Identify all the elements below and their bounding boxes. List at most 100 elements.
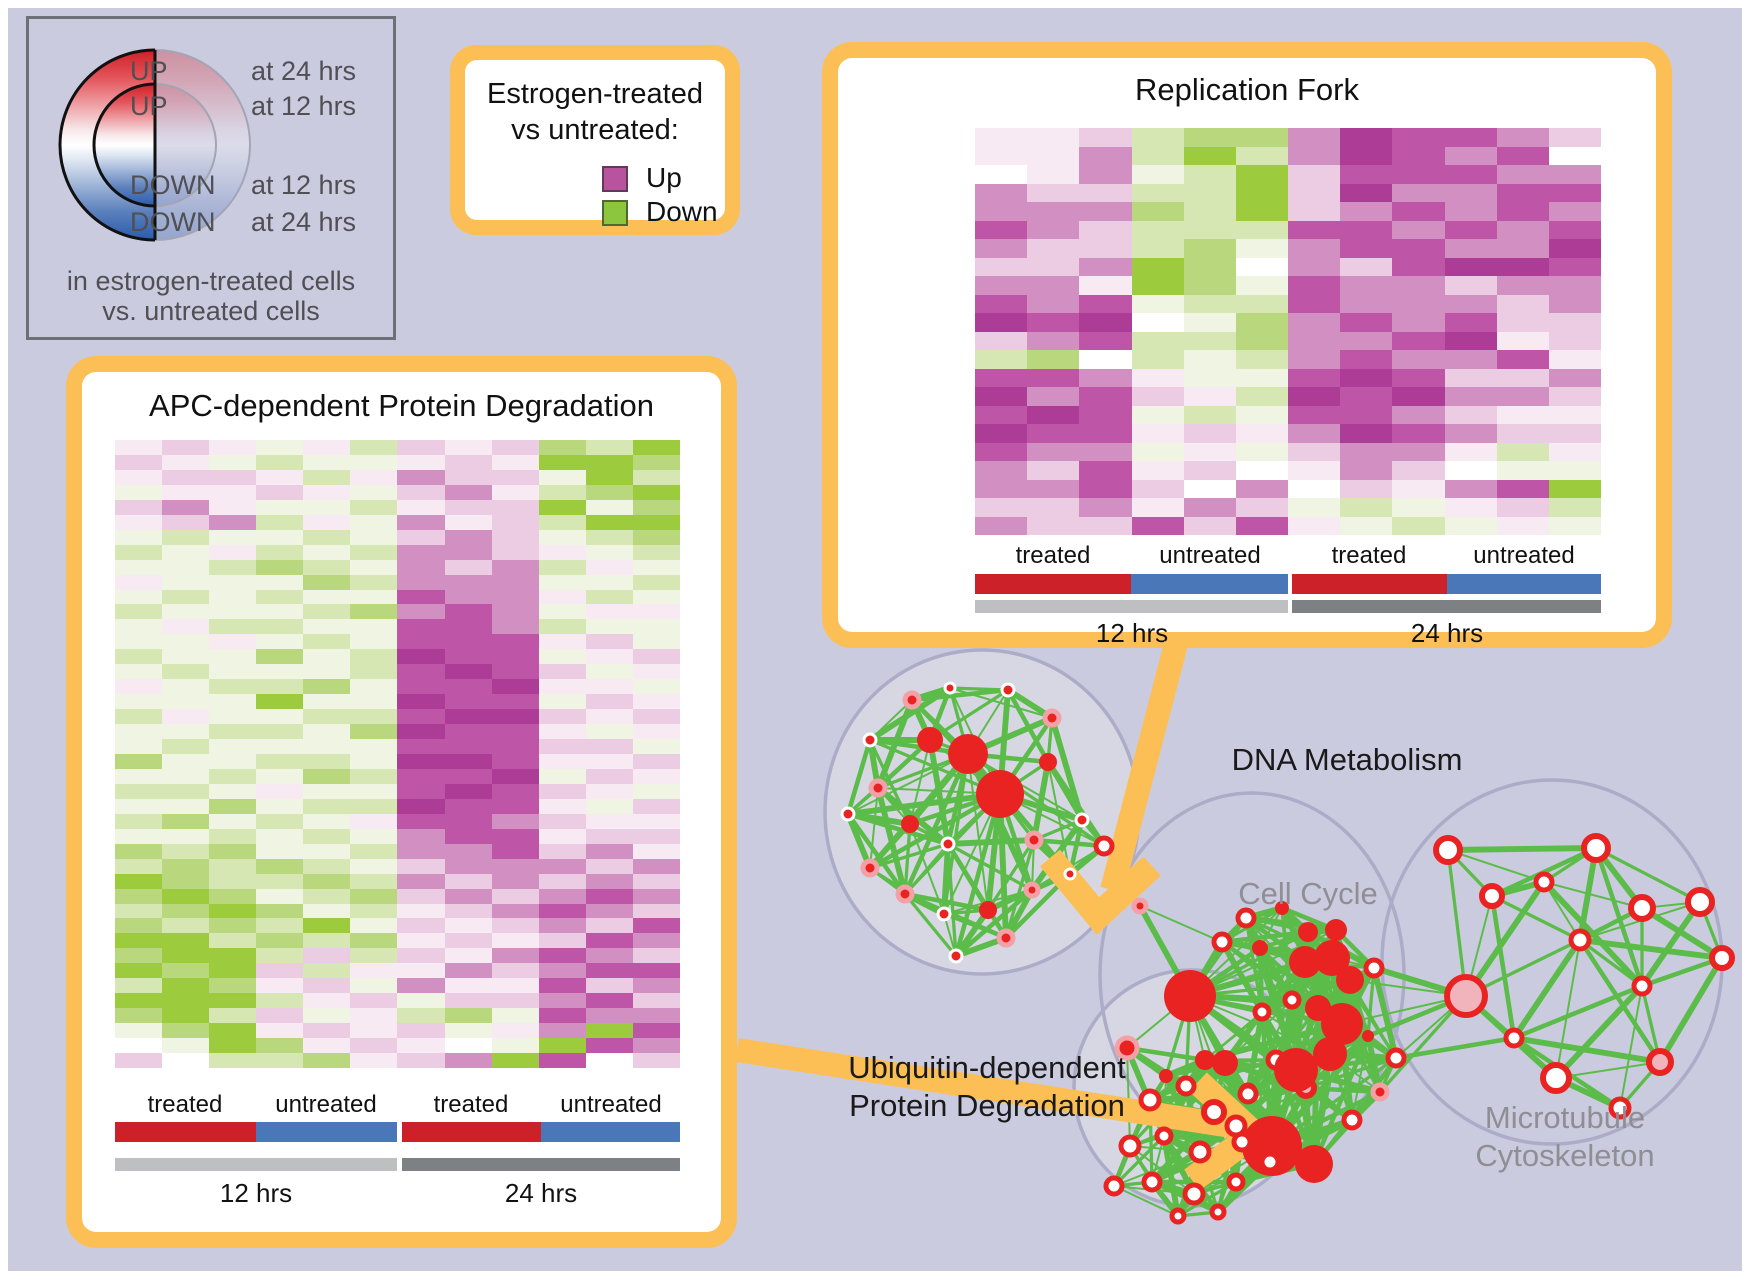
heatmap-cell <box>115 484 163 500</box>
heatmap-cell <box>209 843 257 859</box>
apc-bar-treated-12 <box>115 1122 256 1142</box>
apc-panel: APC-dependent Protein Degradation treate… <box>66 356 737 1248</box>
down-label: Down <box>646 196 718 227</box>
heatmap-cell <box>585 529 633 545</box>
heatmap-cell <box>162 529 210 545</box>
heatmap-cell <box>256 1008 304 1024</box>
heatmap-cell <box>115 664 163 680</box>
heatmap-cell <box>256 933 304 949</box>
heatmap-cell <box>585 1038 633 1054</box>
heatmap-cell <box>1235 220 1288 239</box>
heatmap-cell <box>1340 257 1393 276</box>
heatmap-cell <box>303 484 351 500</box>
heatmap-cell <box>397 903 445 919</box>
heatmap-cell <box>444 798 492 814</box>
heatmap-cell <box>491 798 539 814</box>
heatmap-cell <box>1079 516 1132 535</box>
heatmap-cell <box>444 664 492 680</box>
heatmap-cell <box>632 529 680 545</box>
heatmap-cell <box>1027 516 1080 535</box>
heatmap-cell <box>632 1053 680 1068</box>
heatmap-cell <box>1548 442 1601 461</box>
heatmap-cell <box>1131 276 1184 295</box>
network-cluster-label: Protein Degradation <box>849 1088 1125 1123</box>
heatmap-cell <box>256 888 304 904</box>
heatmap-cell <box>1392 405 1445 424</box>
rf-gray-bar-12 <box>975 600 1288 613</box>
heatmap-cell <box>1548 257 1601 276</box>
heatmap-cell <box>1444 257 1497 276</box>
heatmap-cell <box>538 1053 586 1068</box>
heatmap-cell <box>209 1023 257 1039</box>
heatmap-cell <box>1392 220 1445 239</box>
heatmap-cell <box>303 948 351 964</box>
heatmap-cell <box>538 709 586 725</box>
heatmap-cell <box>397 679 445 695</box>
heatmap-cell <box>491 694 539 710</box>
heatmap-cell <box>1235 405 1288 424</box>
heatmap-cell <box>209 664 257 680</box>
heatmap-cell <box>1027 461 1080 480</box>
heatmap-cell <box>162 798 210 814</box>
heatmap-cell <box>491 843 539 859</box>
heatmap-cell <box>1392 461 1445 480</box>
heatmap-cell <box>397 739 445 754</box>
heatmap-cell <box>350 903 398 919</box>
heatmap-cell <box>1183 461 1236 480</box>
heatmap-cell <box>256 963 304 979</box>
heatmap-cell <box>1392 442 1445 461</box>
heatmap-cell <box>1131 239 1184 258</box>
heatmap-cell <box>1288 165 1341 184</box>
heatmap-cell <box>397 664 445 680</box>
ring-word-up-24: UP <box>130 56 168 86</box>
ring-time-12: at 12 hrs <box>251 91 357 121</box>
rf-group-label-4: untreated <box>1473 542 1575 569</box>
heatmap-cell <box>975 183 1028 202</box>
heatmap-cell <box>1235 239 1288 258</box>
heatmap-cell <box>115 574 163 590</box>
heatmap-cell <box>491 888 539 904</box>
heatmap-cell <box>491 589 539 605</box>
heatmap-cell <box>256 559 304 575</box>
heatmap-cell <box>1392 294 1445 313</box>
heatmap-cell <box>444 768 492 784</box>
heatmap-cell <box>1079 424 1132 443</box>
heatmap-cell <box>350 440 398 455</box>
heatmap-cell <box>1548 220 1601 239</box>
heatmap-cell <box>303 544 351 560</box>
heatmap-cell <box>444 440 492 455</box>
rf-bar-treated-24 <box>1292 574 1447 594</box>
heatmap-cell <box>350 544 398 560</box>
heatmap-cell <box>115 768 163 784</box>
apc-group-label-4: untreated <box>560 1091 662 1118</box>
heatmap-cell <box>209 574 257 590</box>
heatmap-cell <box>162 499 210 515</box>
heatmap-cell <box>444 469 492 485</box>
heatmap-cell <box>1548 516 1601 535</box>
heatmap-cell <box>538 918 586 934</box>
heatmap-cell <box>1288 442 1341 461</box>
heatmap-cell <box>1496 350 1549 369</box>
heatmap-cell <box>1392 498 1445 517</box>
heatmap-cell <box>632 993 680 1009</box>
heatmap-cell <box>1496 424 1549 443</box>
heatmap-cell <box>538 619 586 635</box>
heatmap-cell <box>115 1038 163 1054</box>
heatmap-cell <box>632 709 680 725</box>
heatmap-cell <box>538 1038 586 1054</box>
heatmap-cell <box>491 679 539 695</box>
network-cluster-label: Cytoskeleton <box>1475 1138 1655 1173</box>
heatmap-cell <box>1131 128 1184 147</box>
heatmap-cell <box>632 963 680 979</box>
heatmap-cell <box>1079 183 1132 202</box>
heatmap-cell <box>444 1053 492 1068</box>
ring-footer-line2: vs. untreated cells <box>102 296 320 326</box>
heatmap-cell <box>162 873 210 889</box>
heatmap-cell <box>350 499 398 515</box>
heatmap-cell <box>1496 165 1549 184</box>
heatmap-cell <box>1131 405 1184 424</box>
heatmap-cell <box>975 128 1028 147</box>
apc-12hrs-label: 12 hrs <box>219 1178 293 1208</box>
heatmap-cell <box>115 634 163 650</box>
heatmap-cell <box>444 888 492 904</box>
